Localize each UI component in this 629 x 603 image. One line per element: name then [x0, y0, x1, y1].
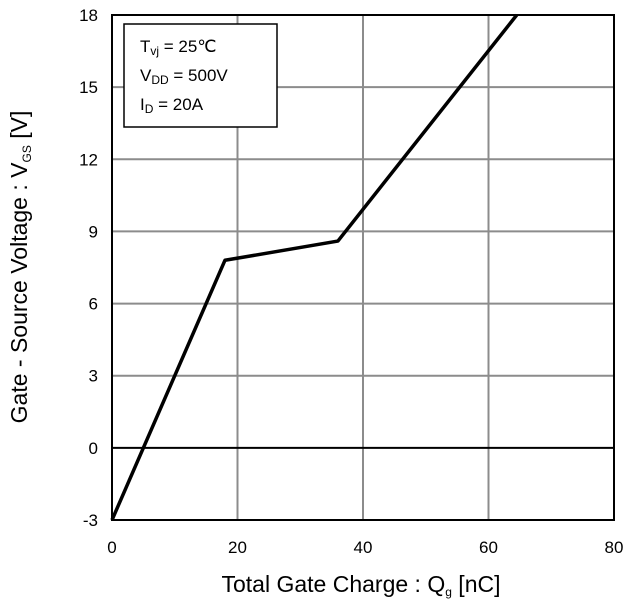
- y-tick-label: 9: [89, 222, 98, 241]
- y-axis-title: Gate - Source Voltage : VGS [V]: [6, 111, 34, 424]
- y-tick-label: 15: [79, 78, 98, 97]
- y-tick-labels: -3 0 3 6 9 12 15 18: [79, 6, 98, 530]
- x-tick-label: 40: [354, 538, 373, 557]
- series-layer: [110, 13, 519, 521]
- grid-lines: [112, 15, 614, 520]
- x-tick-label: 20: [228, 538, 247, 557]
- conditions-box: Tvj = 25℃ VDD = 500V ID = 20A: [123, 23, 278, 128]
- condition-vdd: VDD = 500V: [140, 66, 228, 87]
- y-tick-label: 18: [79, 6, 98, 25]
- y-tick-label: 12: [79, 150, 98, 169]
- plot-frame: [111, 14, 615, 521]
- x-tick-label: 60: [479, 538, 498, 557]
- series-line: [110, 13, 519, 521]
- x-axis-title: Total Gate Charge : Qg [nC]: [222, 571, 501, 599]
- y-tick-label: -3: [83, 511, 98, 530]
- conditions-box-frame: [123, 23, 278, 128]
- x-tick-labels: 0 20 40 60 80: [107, 538, 623, 557]
- x-tick-label: 80: [605, 538, 624, 557]
- y-tick-label: 6: [89, 295, 98, 314]
- y-tick-label: 0: [89, 439, 98, 458]
- condition-id: ID = 20A: [140, 95, 204, 116]
- x-tick-label: 0: [107, 538, 116, 557]
- condition-tvj: Tvj = 25℃: [140, 37, 216, 58]
- y-tick-label: 3: [89, 367, 98, 386]
